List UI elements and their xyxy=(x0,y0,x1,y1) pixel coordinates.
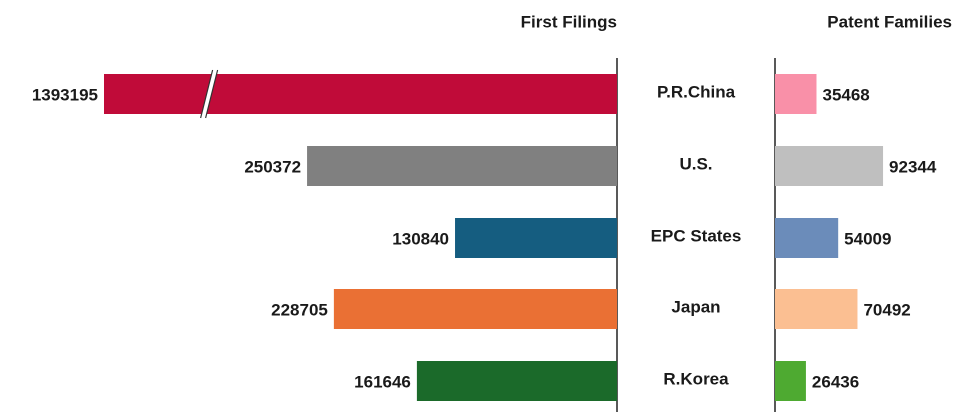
category-label: Japan xyxy=(671,297,720,316)
bar xyxy=(104,74,617,114)
category-label: U.S. xyxy=(679,154,712,173)
axis-break-line xyxy=(205,69,219,119)
axis-break xyxy=(200,70,218,118)
value-label: 1393195 xyxy=(32,85,98,104)
category-label: EPC States xyxy=(651,226,742,245)
bar xyxy=(455,218,617,258)
value-label: 35468 xyxy=(822,85,869,104)
category-label: P.R.China xyxy=(657,82,736,101)
value-label: 130840 xyxy=(392,229,449,248)
bar xyxy=(307,146,617,186)
value-label: 161646 xyxy=(354,372,411,391)
axis-break-line xyxy=(200,69,214,119)
left-title: First Filings xyxy=(521,12,617,31)
bar xyxy=(775,218,839,258)
value-label: 250372 xyxy=(244,157,301,176)
value-label: 26436 xyxy=(812,372,859,391)
bar xyxy=(775,74,817,114)
bar xyxy=(775,289,858,329)
value-label: 228705 xyxy=(271,300,328,319)
value-label: 70492 xyxy=(863,300,910,319)
value-label: 92344 xyxy=(889,157,937,176)
bar xyxy=(775,361,806,401)
value-label: 54009 xyxy=(844,229,891,248)
bar xyxy=(775,146,884,186)
right-title: Patent Families xyxy=(827,12,952,31)
category-label: R.Korea xyxy=(663,369,729,388)
bar xyxy=(416,361,617,401)
bar xyxy=(333,289,617,329)
